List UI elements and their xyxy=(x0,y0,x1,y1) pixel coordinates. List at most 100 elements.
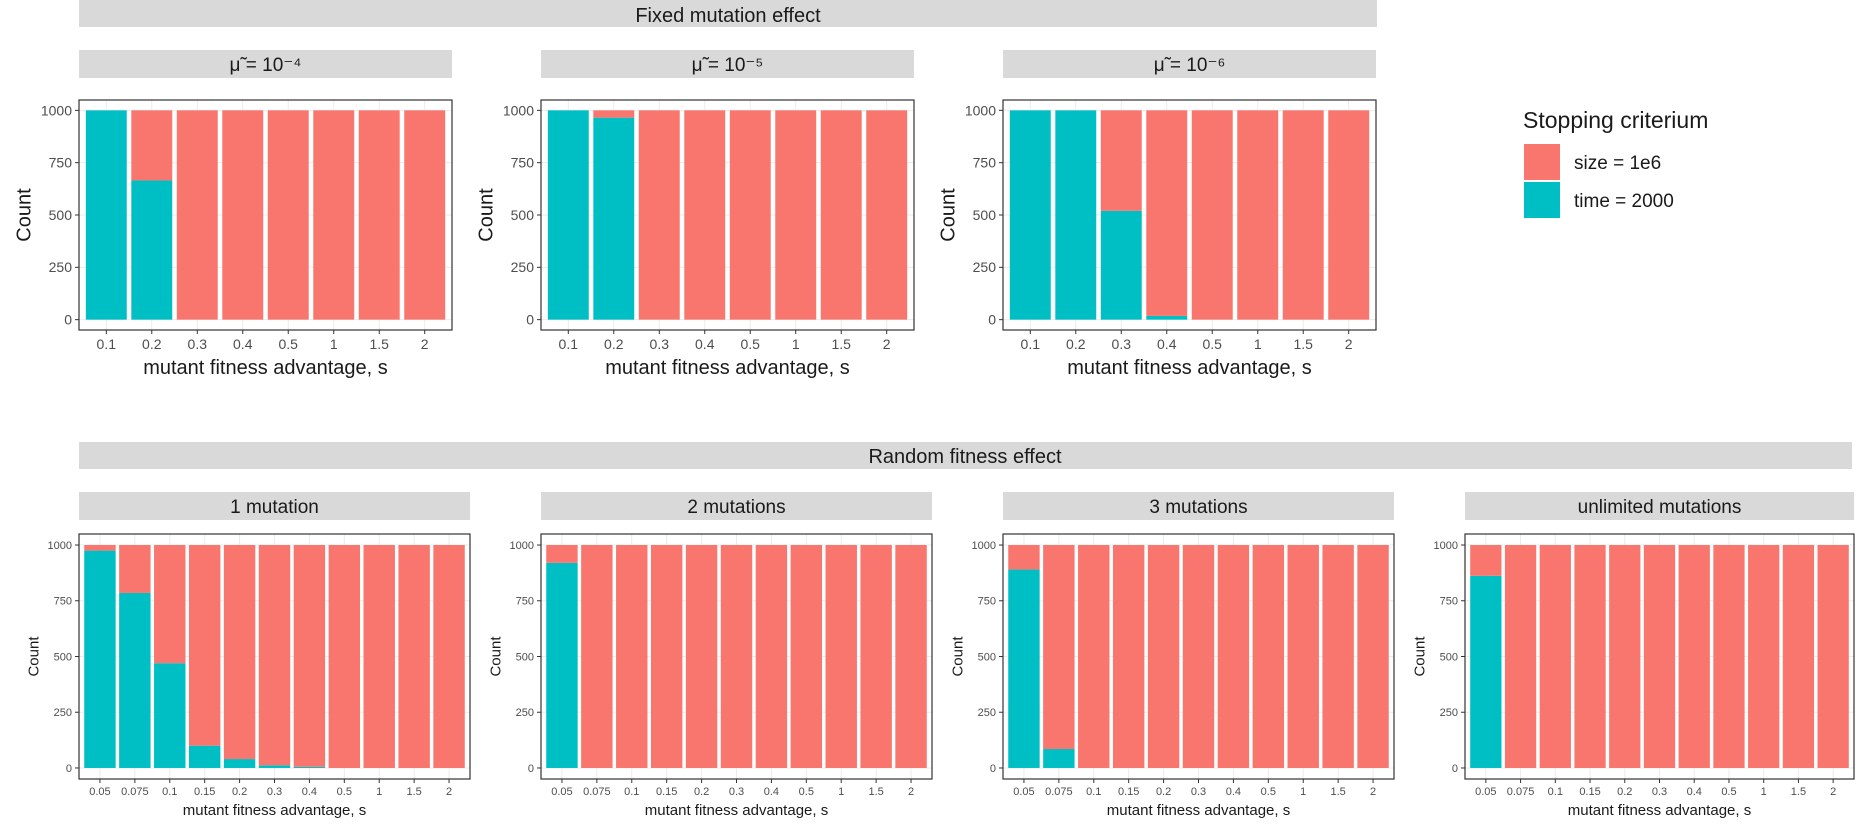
panel-strip xyxy=(79,50,452,78)
x-tick-label: 2 xyxy=(908,786,914,798)
y-tick-label: 500 xyxy=(49,207,73,223)
bar-segment xyxy=(866,110,908,320)
x-tick-label: 0.2 xyxy=(1066,336,1086,352)
x-tick-label: 2 xyxy=(446,786,452,798)
panel-title: μ̃ = 10⁻⁴ xyxy=(230,55,302,76)
y-axis-title: Count xyxy=(1411,636,1428,677)
bar-segment xyxy=(755,545,788,768)
panel-title: 1 mutation xyxy=(230,497,319,518)
x-tick-label: 0.2 xyxy=(232,786,247,798)
bar-segment xyxy=(313,110,355,320)
bar-segment xyxy=(820,110,862,320)
bar-segment xyxy=(1328,110,1370,320)
x-tick-label: 0.4 xyxy=(1687,786,1702,798)
y-tick-label: 1000 xyxy=(41,102,72,118)
x-axis-title: mutant fitness advantage, s xyxy=(143,357,388,379)
x-tick-label: 0.1 xyxy=(624,786,639,798)
x-tick-label: 2 xyxy=(1830,786,1836,798)
bar-segment xyxy=(1609,545,1641,768)
x-tick-label: 1 xyxy=(838,786,844,798)
bar-segment xyxy=(729,110,771,320)
y-tick-label: 0 xyxy=(66,763,72,775)
x-tick-label: 0.2 xyxy=(604,336,624,352)
bar-segment xyxy=(1182,545,1215,768)
bar-segment xyxy=(616,545,648,768)
y-tick-label: 0 xyxy=(988,312,996,328)
x-tick-label: 0.5 xyxy=(1261,786,1276,798)
bar-segment xyxy=(1643,545,1676,768)
bar-segment xyxy=(1713,545,1745,768)
x-axis-title: mutant fitness advantage, s xyxy=(605,357,850,379)
y-tick-label: 0 xyxy=(64,312,72,328)
x-tick-label: 0.05 xyxy=(1013,786,1034,798)
y-axis-title: Count xyxy=(949,636,966,677)
bar-segment xyxy=(223,545,256,760)
bar-segment xyxy=(119,545,151,593)
y-tick-label: 1000 xyxy=(510,540,534,552)
y-tick-label: 0 xyxy=(1452,763,1458,775)
bar-segment xyxy=(775,110,817,320)
bar-segment xyxy=(1100,210,1142,320)
bar-segment xyxy=(1504,545,1537,768)
bar-segment xyxy=(1008,545,1040,570)
bar-segment xyxy=(433,545,465,768)
bar-segment xyxy=(176,110,218,320)
x-tick-label: 1 xyxy=(1254,336,1262,352)
y-axis-title: Count xyxy=(25,636,42,677)
bar-segment xyxy=(1191,110,1233,320)
bottom-group-title: Random fitness effect xyxy=(868,446,1062,468)
bar-segment xyxy=(293,766,326,768)
x-tick-label: 1.5 xyxy=(369,336,389,352)
bar-segment xyxy=(1574,545,1606,768)
y-axis-title: Count xyxy=(476,188,498,242)
x-tick-label: 1.5 xyxy=(831,336,851,352)
bar-segment xyxy=(154,545,186,664)
y-tick-label: 0 xyxy=(526,312,534,328)
bar-segment xyxy=(267,110,309,320)
bar-segment xyxy=(546,545,578,563)
bar-segment xyxy=(1055,110,1097,320)
y-tick-label: 250 xyxy=(1440,707,1458,719)
bar-segment xyxy=(398,545,430,768)
top-group-title: Fixed mutation effect xyxy=(635,5,821,27)
legend-swatch-size xyxy=(1524,144,1560,180)
bar-segment xyxy=(188,545,221,746)
x-tick-label: 1 xyxy=(376,786,382,798)
y-tick-label: 1000 xyxy=(972,540,996,552)
x-tick-label: 0.4 xyxy=(302,786,317,798)
bar-segment xyxy=(1322,545,1354,768)
bar-segment xyxy=(258,765,291,768)
x-tick-label: 0.1 xyxy=(97,336,117,352)
x-tick-label: 0.1 xyxy=(1548,786,1563,798)
bar-segment xyxy=(1146,315,1188,320)
x-tick-label: 0.075 xyxy=(1045,786,1073,798)
bar-segment xyxy=(131,110,173,181)
bar-segment xyxy=(84,550,116,768)
y-tick-label: 500 xyxy=(1440,651,1458,663)
panel-title: 3 mutations xyxy=(1149,497,1247,518)
x-tick-label: 0.5 xyxy=(1721,786,1736,798)
y-tick-label: 500 xyxy=(973,207,997,223)
bar-segment xyxy=(1817,545,1849,768)
bar-segment xyxy=(895,545,927,768)
x-tick-label: 0.2 xyxy=(694,786,709,798)
bar-segment xyxy=(154,663,186,768)
x-tick-label: 2 xyxy=(883,336,891,352)
y-tick-label: 1000 xyxy=(1434,540,1458,552)
y-tick-label: 0 xyxy=(990,763,996,775)
x-tick-label: 0.05 xyxy=(1475,786,1496,798)
y-tick-label: 750 xyxy=(516,596,534,608)
bar-segment xyxy=(188,745,221,768)
bar-segment xyxy=(119,592,151,768)
bar-segment xyxy=(1043,749,1075,768)
x-tick-label: 0.3 xyxy=(188,336,208,352)
bar-segment xyxy=(860,545,892,768)
y-tick-label: 500 xyxy=(511,207,535,223)
bar-segment xyxy=(685,545,718,768)
bar-segment xyxy=(1112,545,1145,768)
x-tick-label: 2 xyxy=(421,336,429,352)
x-tick-label: 0.15 xyxy=(1579,786,1600,798)
x-tick-label: 1.5 xyxy=(868,786,883,798)
